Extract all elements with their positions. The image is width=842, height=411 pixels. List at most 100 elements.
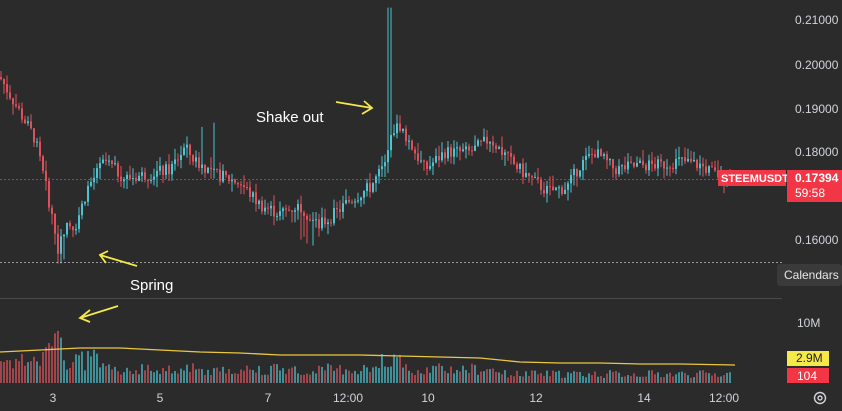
time-axis[interactable]: 3 5 7 12:00 10 12 14 12:00 [50, 391, 740, 405]
candle-body [465, 146, 467, 150]
volume-bar [537, 374, 539, 383]
volume-bar [117, 371, 119, 383]
candle-body [69, 222, 71, 227]
volume-bar [36, 361, 38, 383]
candle-body [345, 200, 347, 204]
candle-body [462, 149, 464, 152]
spring-arrow-icon [98, 250, 138, 267]
volume-bar [432, 365, 434, 383]
volume-bar [291, 367, 293, 383]
volume-bar [261, 374, 263, 383]
volume-bar [603, 377, 605, 383]
volume-bar [225, 373, 227, 383]
candle-body [138, 175, 140, 181]
candle-body [609, 159, 611, 161]
candle-body [372, 183, 374, 192]
volume-bar [693, 377, 695, 383]
candle-body [117, 163, 119, 177]
candle-body [438, 156, 440, 161]
volume-bar [438, 363, 440, 383]
candle-body [18, 106, 20, 109]
volume-bar [231, 373, 233, 383]
candle-body [168, 164, 170, 175]
candle-body [120, 176, 122, 182]
volume-bar [393, 354, 395, 383]
volume-bar [486, 369, 488, 383]
volume-axis[interactable]: 10M 2.9M 104 [787, 316, 829, 383]
volume-bar [66, 369, 68, 383]
volume-bar [606, 373, 608, 383]
candle-body [6, 84, 8, 93]
time-tick: 12:00 [709, 391, 739, 405]
volume-bar [621, 376, 623, 383]
price-tag[interactable]: STEEMUSDT 0.17394 59:58 [718, 170, 842, 202]
volume-bar [495, 371, 497, 383]
volume-bar [717, 376, 719, 383]
volume-bar [462, 365, 464, 383]
volume-bar [6, 360, 8, 383]
volume-bar [558, 370, 560, 383]
candle-body [654, 164, 656, 169]
candle-body [651, 160, 653, 165]
volume-bar [300, 374, 302, 383]
candle-body [144, 172, 146, 181]
candle-body [447, 147, 449, 159]
volume-bar [366, 367, 368, 383]
candle-body [669, 167, 671, 169]
last-volume-tag-bg [787, 368, 829, 383]
volume-bar [624, 376, 626, 383]
candle-body [72, 226, 74, 231]
candle-body [537, 177, 539, 180]
candle-body [576, 168, 578, 177]
volume-bar [660, 377, 662, 383]
volume-bar [93, 349, 95, 383]
volume-bar [678, 372, 680, 383]
candle-body [393, 133, 395, 136]
volume-bar [84, 370, 86, 383]
volume-bar [648, 370, 650, 383]
candle-body [342, 203, 344, 212]
candle-body [171, 163, 173, 175]
candle-body [396, 123, 398, 134]
candle-body [114, 163, 116, 165]
volume-bar [186, 364, 188, 383]
volume-bar [645, 376, 647, 383]
candle-body [66, 222, 68, 235]
candle-body [564, 189, 566, 195]
volume-bar [723, 375, 725, 383]
volume-bar [90, 356, 92, 383]
settings-gear-icon[interactable] [813, 391, 827, 405]
volume-bar [336, 368, 338, 383]
volume-bar [504, 370, 506, 383]
volume-bar [639, 376, 641, 383]
volume-bar [243, 370, 245, 383]
volume-ma-tag-bg [787, 351, 829, 366]
time-tick: 7 [265, 391, 272, 405]
calendars-button[interactable]: Calendars [777, 264, 842, 286]
candle-body [558, 187, 560, 189]
candle-body [219, 169, 221, 182]
volume-bar [327, 363, 329, 383]
candle-body [642, 160, 644, 165]
candle-body [21, 108, 23, 120]
candle-body [426, 161, 428, 169]
volume-bar [87, 351, 89, 383]
price-axis[interactable]: 0.21000 0.20000 0.19000 0.18000 0.16000 [795, 13, 839, 247]
candle-body [492, 141, 494, 146]
candle-body [60, 236, 62, 254]
volume-bar [576, 371, 578, 383]
candle-body [705, 166, 707, 173]
candle-body [552, 186, 554, 191]
candle-body [474, 145, 476, 151]
shakeout-label: Shake out [256, 109, 324, 126]
volume-bar [531, 370, 533, 383]
volume-bar [99, 367, 101, 383]
volume-bar [246, 365, 248, 383]
candle-body [126, 174, 128, 179]
candle-body [702, 163, 704, 167]
volume-bar [207, 369, 209, 383]
volume-bar [570, 373, 572, 383]
volume-bar [714, 373, 716, 383]
